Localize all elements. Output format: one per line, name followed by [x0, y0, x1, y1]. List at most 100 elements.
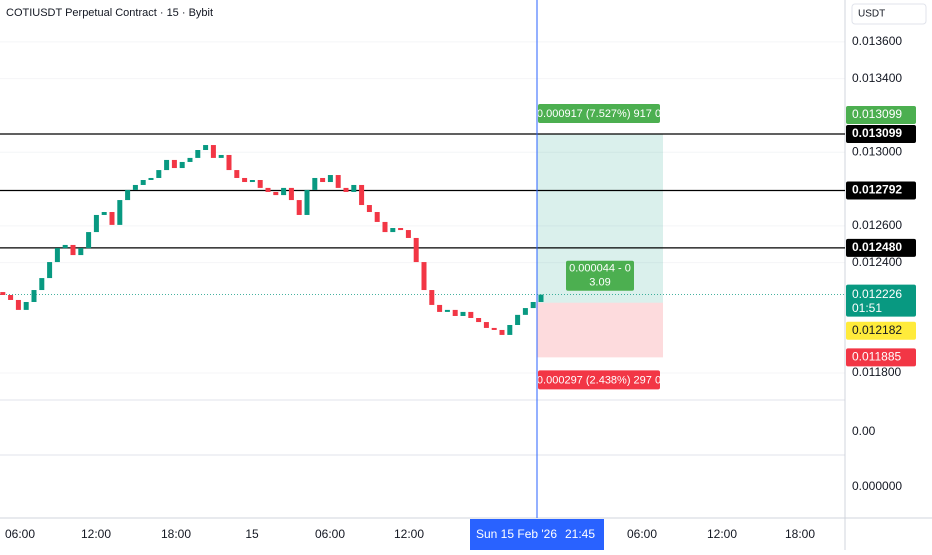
candle-body: [296, 200, 302, 215]
candle-body: [70, 244, 76, 256]
candle-body: [101, 212, 107, 215]
current-price-badge: [846, 284, 916, 317]
candle-body: [132, 184, 138, 190]
price-tick-label: 0.012600: [852, 218, 902, 232]
candle-body: [273, 191, 279, 196]
levels: [0, 133, 845, 296]
candle-body: [171, 159, 177, 169]
stop-price: 0.011885: [852, 350, 901, 364]
candle-body: [398, 228, 404, 231]
candle-body: [39, 278, 45, 291]
candle-body: [468, 311, 474, 318]
level-badge: [846, 125, 916, 143]
labels: 0.013600 0.013400 0.013000 0.012600 0.012400…: [846, 34, 916, 379]
candle-body: [359, 184, 365, 206]
candle-body: [281, 187, 287, 196]
candle-body: [327, 175, 333, 183]
candle-body: [195, 150, 201, 158]
risk-reward-ratio: 3.09: [589, 277, 610, 289]
time-label: 12:00: [394, 527, 424, 541]
unit-button[interactable]: [851, 3, 927, 25]
time-label: 15: [245, 527, 259, 541]
entry-price: 0.012182: [852, 323, 902, 337]
time-label: 06:00: [5, 527, 35, 541]
candles: [0, 145, 544, 335]
candle-body: [366, 205, 372, 213]
entry-stat-box: [566, 260, 634, 291]
candle-body: [429, 290, 435, 305]
candle-body: [507, 324, 513, 335]
cursor-date: Sun 15 Feb '26: [476, 527, 557, 541]
stop-stat: 0.000297 (2.438%) 297 0: [537, 374, 661, 386]
candle-body: [405, 230, 411, 238]
time-label: 12:00: [707, 527, 737, 541]
lower-pane-label: 0.00: [852, 424, 876, 438]
price-tick-label: 0.013600: [852, 34, 902, 48]
bar-countdown: 01:51: [852, 301, 882, 315]
candle-body: [23, 301, 29, 310]
candle-body: [476, 318, 482, 323]
time-label: 12:00: [81, 527, 111, 541]
time-label: 06:00: [315, 527, 345, 541]
target-price: 0.013099: [852, 107, 902, 121]
candle-body: [421, 262, 427, 291]
candle-body: [265, 187, 271, 192]
chart-title[interactable]: COTIUSDT Perpetual Contract · 15 · Bybit: [6, 7, 213, 19]
stop-stat-box: [538, 370, 660, 390]
price-tick-label: 0.013000: [852, 144, 902, 158]
candle-body: [444, 309, 450, 312]
candle-body: [117, 200, 123, 225]
level-label: 0.012792: [852, 183, 902, 197]
candle-body: [140, 180, 146, 185]
candle-body: [218, 154, 224, 158]
candle-body: [148, 177, 154, 180]
candle-body: [226, 154, 232, 171]
candle-body: [179, 161, 185, 169]
candle-body: [437, 304, 443, 312]
candle-body: [54, 248, 60, 263]
loss-zone: [537, 302, 663, 358]
candle-body: [0, 292, 6, 295]
price-tick-label: 0.013400: [852, 71, 902, 85]
candle-body: [351, 184, 357, 192]
target-stat-box: [538, 104, 660, 123]
candle-body: [31, 290, 37, 302]
candle-body: [86, 232, 92, 249]
price-unit[interactable]: USDT: [858, 9, 885, 20]
candle-body: [530, 301, 536, 309]
candle-body: [249, 180, 255, 183]
candle-body: [257, 180, 263, 188]
price-tick-label: 0.012400: [852, 255, 902, 269]
lower-pane-label: 0.000000: [852, 479, 902, 493]
level-badge: [846, 238, 916, 257]
candle-body: [210, 145, 216, 158]
candle-body: [312, 177, 318, 190]
target-stat: 0.000917 (7.527%) 917 0: [537, 108, 661, 120]
candle-body: [413, 237, 419, 263]
time-label: 18:00: [785, 527, 815, 541]
candle-body: [203, 145, 209, 151]
candle-body: [452, 309, 458, 316]
candle-body: [15, 299, 21, 310]
time-label: 06:00: [627, 527, 657, 541]
candle-body: [187, 157, 193, 162]
entry-stat: 0.000044 - 0: [569, 263, 631, 275]
current-price: 0.012226: [852, 287, 902, 301]
time-axis: 06:00 12:00 18:00 15 06:00 12:00 06:00 1…: [5, 519, 815, 550]
candle-body: [460, 311, 466, 316]
entry-price-badge: [846, 321, 916, 340]
candle-body: [343, 187, 349, 192]
candle-body: [374, 212, 380, 222]
position-tool[interactable]: 0.000917 (7.527%) 917 0 0.000044 - 0 3.09 0…: [537, 104, 663, 390]
candle-body: [156, 170, 162, 178]
candle-body: [288, 187, 294, 201]
candle-body: [78, 248, 84, 256]
candle-body: [234, 170, 240, 178]
candle-body: [109, 212, 115, 225]
candle-body: [320, 177, 326, 183]
candle-body: [483, 322, 489, 328]
candle-body: [522, 308, 528, 315]
candle-body: [538, 294, 544, 302]
